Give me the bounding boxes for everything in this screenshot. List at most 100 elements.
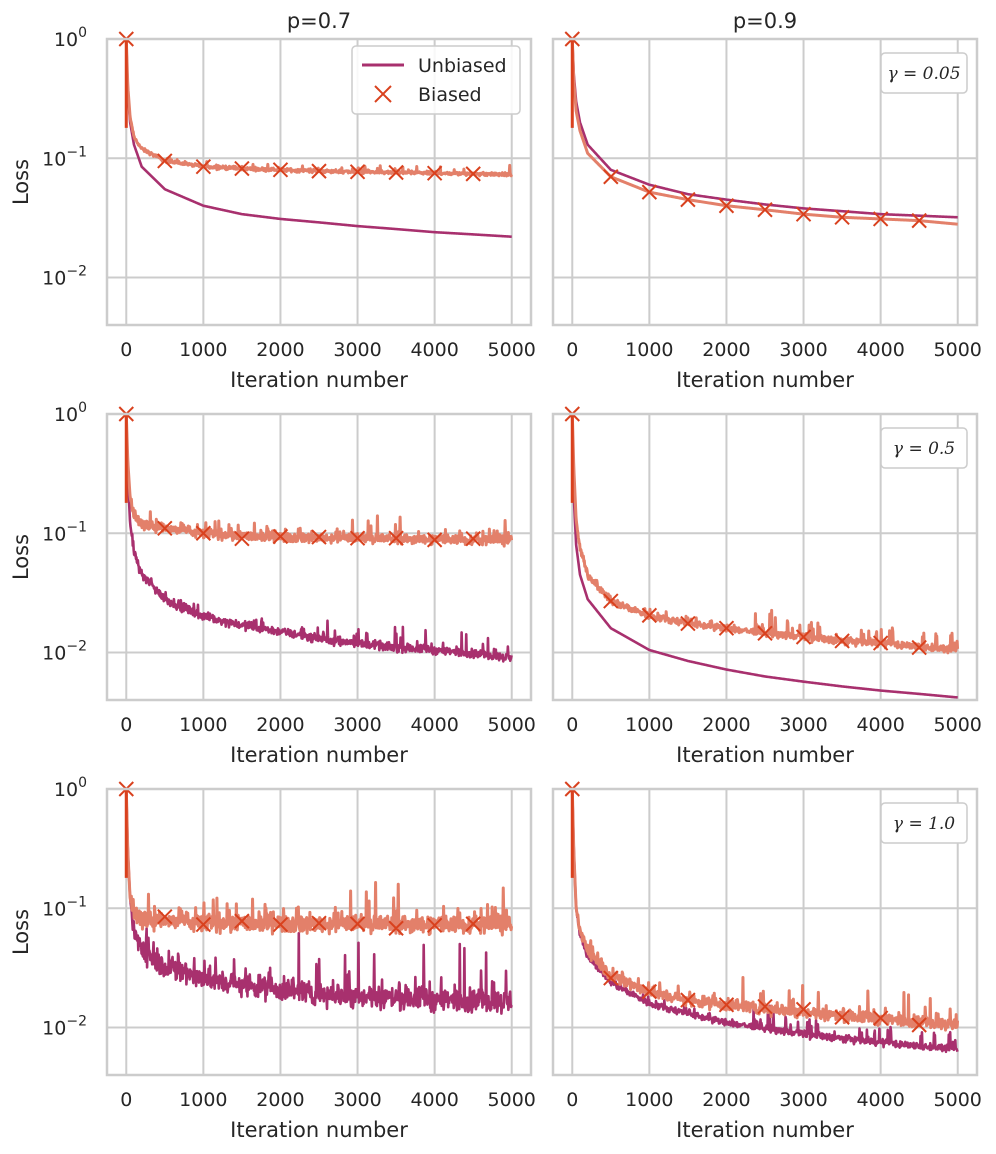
biased-marker xyxy=(388,164,404,181)
gamma-annotation: γ = 1.0 xyxy=(880,802,968,844)
biased-marker xyxy=(157,908,173,925)
y-tick-label: 100 xyxy=(54,400,87,426)
biased-marker xyxy=(195,158,212,175)
x-tick-label: 4000 xyxy=(856,714,904,736)
x-axis-label: Iteration number xyxy=(676,368,854,392)
unbiased-line xyxy=(124,414,513,663)
biased-marker xyxy=(349,916,366,932)
y-tick-label: 100 xyxy=(54,775,87,801)
x-tick-labels: 0 1000 2000 3000 4000 5000 xyxy=(566,339,982,361)
legend-biased-swatch xyxy=(374,85,392,103)
biased-markers xyxy=(564,406,927,656)
biased-marker xyxy=(872,1010,889,1026)
biased-marker xyxy=(603,169,619,185)
gamma-box xyxy=(880,802,968,844)
x-tick-labels: 0 1000 2000 3000 4000 5000 xyxy=(120,714,536,736)
subplot-3-2: 0 1000 2000 3000 4000 5000 Iteration number γ =… xyxy=(551,781,982,1142)
biased-markers xyxy=(564,31,927,229)
biased-markers xyxy=(564,781,927,1033)
y-tick-base: 10 xyxy=(42,1018,66,1040)
x-tick-label: 3000 xyxy=(333,1089,381,1111)
axes-frame xyxy=(551,412,979,702)
x-tick-label: 1000 xyxy=(625,714,673,736)
biased-marker xyxy=(349,530,366,546)
biased-marker xyxy=(157,153,173,169)
x-tick-label: 0 xyxy=(120,714,132,736)
unbiased-line xyxy=(570,789,959,1054)
x-tick-labels: 0 1000 2000 3000 4000 5000 xyxy=(120,339,536,361)
x-tick-label: 5000 xyxy=(488,339,536,361)
legend-unbiased-label: Unbiased xyxy=(418,55,507,77)
x-tick-label: 3000 xyxy=(779,714,827,736)
y-tick-base: 10 xyxy=(42,268,66,290)
x-tick-label: 2000 xyxy=(702,714,750,736)
y-axis-label: Loss xyxy=(9,159,33,205)
axes-frame xyxy=(105,37,533,327)
x-tick-label: 1000 xyxy=(625,1089,673,1111)
y-axis-label: Loss xyxy=(9,534,33,580)
biased-line xyxy=(570,789,960,1032)
biased-marker xyxy=(311,915,327,931)
x-tick-label: 5000 xyxy=(488,1089,536,1111)
unbiased-line xyxy=(124,789,513,1015)
x-tick-label: 3000 xyxy=(779,339,827,361)
legend-biased-label: Biased xyxy=(418,84,482,106)
biased-marker xyxy=(388,530,404,546)
biased-marker xyxy=(795,1001,812,1018)
x-tick-label: 0 xyxy=(566,339,578,361)
y-tick-base: 10 xyxy=(42,898,66,920)
y-tick-exponent: 0 xyxy=(78,25,87,41)
x-tick-label: 2000 xyxy=(702,339,750,361)
y-tick-exponent: −2 xyxy=(66,264,87,280)
y-tick-exponent: −1 xyxy=(66,144,87,160)
y-tick-base: 10 xyxy=(42,523,66,545)
biased-marker xyxy=(757,625,773,641)
axes-frame xyxy=(105,787,533,1077)
y-axis-label: Loss xyxy=(9,909,33,955)
biased-marker xyxy=(795,206,812,222)
biased-marker xyxy=(272,162,289,178)
x-tick-label: 5000 xyxy=(934,714,982,736)
y-tick-base: 10 xyxy=(54,29,78,51)
column-title: p=0.7 xyxy=(287,9,351,33)
y-tick-base: 10 xyxy=(42,643,66,665)
gamma-annotation: γ = 0.5 xyxy=(880,427,968,469)
biased-marker xyxy=(465,916,481,932)
x-tick-label: 4000 xyxy=(410,339,458,361)
biased-marker xyxy=(718,997,735,1013)
biased-marker xyxy=(911,1017,927,1033)
biased-marker xyxy=(603,970,619,986)
biased-marker xyxy=(911,639,927,656)
biased-marker xyxy=(718,620,735,636)
x-tick-label: 0 xyxy=(120,339,132,361)
y-tick-base: 10 xyxy=(54,404,78,426)
biased-marker xyxy=(641,983,658,1000)
x-tick-label: 2000 xyxy=(256,714,304,736)
biased-marker xyxy=(872,635,889,651)
x-tick-label: 2000 xyxy=(702,1089,750,1111)
y-tick-exponent: −1 xyxy=(66,519,87,535)
biased-marker xyxy=(465,531,481,547)
subplot-1-2: 0 1000 2000 3000 4000 5000 Iteration number p=0… xyxy=(551,9,982,392)
x-tick-label: 4000 xyxy=(856,1089,904,1111)
biased-marker xyxy=(757,202,773,218)
biased-marker xyxy=(795,629,812,645)
gamma-label: γ = 0.05 xyxy=(887,64,960,84)
x-tick-label: 4000 xyxy=(410,1089,458,1111)
unbiased-line xyxy=(124,39,513,238)
x-tick-label: 3000 xyxy=(333,714,381,736)
x-tick-label: 3000 xyxy=(333,339,381,361)
unbiased-line xyxy=(570,414,959,699)
biased-marker xyxy=(680,191,696,208)
subplot-2-2: 0 1000 2000 3000 4000 5000 Iteration number γ =… xyxy=(551,406,982,767)
biased-marker xyxy=(718,198,735,214)
biased-marker xyxy=(465,166,481,182)
y-tick-exponent: 0 xyxy=(78,400,87,416)
x-tick-label: 4000 xyxy=(856,339,904,361)
axes-frame xyxy=(551,787,979,1077)
y-tick-label: 10−2 xyxy=(42,1014,87,1040)
